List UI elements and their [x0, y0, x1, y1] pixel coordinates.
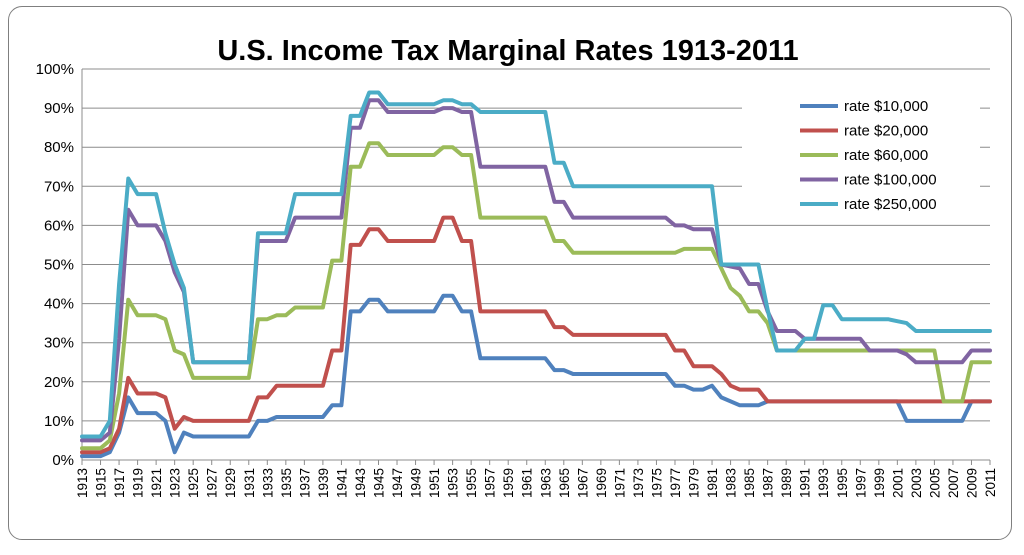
legend-entry-3: rate $100,000 — [844, 172, 937, 189]
x-tick-label: 1981 — [705, 468, 720, 498]
y-tick-label: 50% — [44, 257, 74, 274]
x-tick-label: 1985 — [742, 468, 757, 498]
y-tick-label: 90% — [44, 100, 74, 117]
x-tick-label: 1913 — [75, 468, 90, 498]
x-tick-label: 1939 — [316, 468, 331, 498]
x-tick-label: 1989 — [779, 468, 794, 498]
y-tick-label: 60% — [44, 217, 74, 234]
x-tick-label: 1937 — [297, 468, 312, 498]
y-axis-tick-labels: 0% 10% 20% 30% 40% 50% 60% 70% 80% 90% 100% — [36, 61, 74, 469]
x-tick-label: 1995 — [835, 468, 850, 498]
x-tick-label: 2011 — [983, 468, 998, 497]
x-tick-label: 1987 — [761, 468, 776, 498]
x-tick-label: 1951 — [427, 468, 442, 498]
x-tick-label: 1945 — [371, 468, 386, 498]
x-tick-label: 1965 — [557, 468, 572, 498]
x-tick-label: 2005 — [927, 468, 942, 498]
x-tick-label: 1927 — [205, 468, 220, 498]
x-tick-label: 1957 — [483, 468, 498, 498]
x-tick-label: 1935 — [279, 468, 294, 498]
x-tick-label: 1967 — [575, 468, 590, 498]
x-tick-label: 1929 — [223, 468, 238, 498]
x-tick-label: 1933 — [260, 468, 275, 498]
legend-entry-2: rate $60,000 — [844, 147, 928, 164]
y-tick-label: 20% — [44, 374, 74, 391]
y-tick-label: 80% — [44, 139, 74, 156]
x-tick-label: 1969 — [594, 468, 609, 498]
x-tick-label: 1947 — [390, 468, 405, 498]
x-tick-label: 1979 — [687, 468, 702, 498]
chart-title: U.S. Income Tax Marginal Rates 1913-2011 — [217, 35, 798, 67]
series-line-2 — [80, 141, 992, 451]
x-tick-label: 2001 — [890, 468, 905, 498]
legend-entry-1: rate $20,000 — [844, 123, 928, 140]
x-tick-label: 1921 — [149, 468, 164, 498]
y-tick-label: 70% — [44, 178, 74, 195]
legend-entry-4: rate $250,000 — [844, 196, 937, 213]
x-tick-label: 1955 — [464, 468, 479, 498]
x-tick-label: 1963 — [538, 468, 553, 498]
x-tick-label: 1991 — [798, 468, 813, 498]
x-tick-label: 1961 — [520, 468, 535, 498]
x-tick-label: 2009 — [964, 468, 979, 498]
x-tick-label: 1971 — [612, 468, 627, 498]
x-tick-label: 1973 — [631, 468, 646, 498]
series-line-0 — [80, 293, 992, 459]
y-tick-label: 0% — [52, 452, 74, 469]
x-tick-label: 1977 — [668, 468, 683, 498]
x-tick-label: 2003 — [909, 468, 924, 498]
x-tick-label: 1923 — [168, 468, 183, 498]
y-tick-label: 10% — [44, 413, 74, 430]
legend-box — [742, 88, 980, 220]
x-tick-label: 1953 — [446, 468, 461, 498]
y-tick-label: 40% — [44, 296, 74, 313]
series-line-1 — [80, 215, 992, 455]
x-tick-label: 1993 — [816, 468, 831, 498]
x-tick-label: 1983 — [724, 468, 739, 498]
y-tick-label: 100% — [36, 61, 74, 78]
x-tick-label: 1949 — [409, 468, 424, 498]
x-tick-label: 1919 — [131, 468, 146, 498]
legend-entry-0: rate $10,000 — [844, 98, 928, 115]
series-lines — [80, 90, 992, 459]
y-tick-label: 30% — [44, 335, 74, 352]
x-tick-label: 1941 — [334, 468, 349, 498]
x-tick-label: 1943 — [353, 468, 368, 498]
x-tick-label: 1975 — [649, 468, 664, 498]
x-tick-label: 1999 — [872, 468, 887, 498]
x-axis-tick-labels: 1913 1915 1917 1919 1921 1923 1925 1927 1929 1931… — [75, 468, 998, 498]
x-tick-label: 1915 — [94, 468, 109, 498]
x-tick-label: 1959 — [501, 468, 516, 498]
x-tick-label: 2007 — [946, 468, 961, 498]
series-line-4 — [80, 90, 992, 439]
x-tick-label: 1931 — [242, 468, 257, 498]
legend: rate $10,000 rate $20,000 rate $60,000 rate… — [742, 88, 980, 220]
x-tick-label: 1917 — [112, 468, 127, 498]
x-tick-label: 1925 — [186, 468, 201, 498]
x-tick-label: 1997 — [853, 468, 868, 498]
